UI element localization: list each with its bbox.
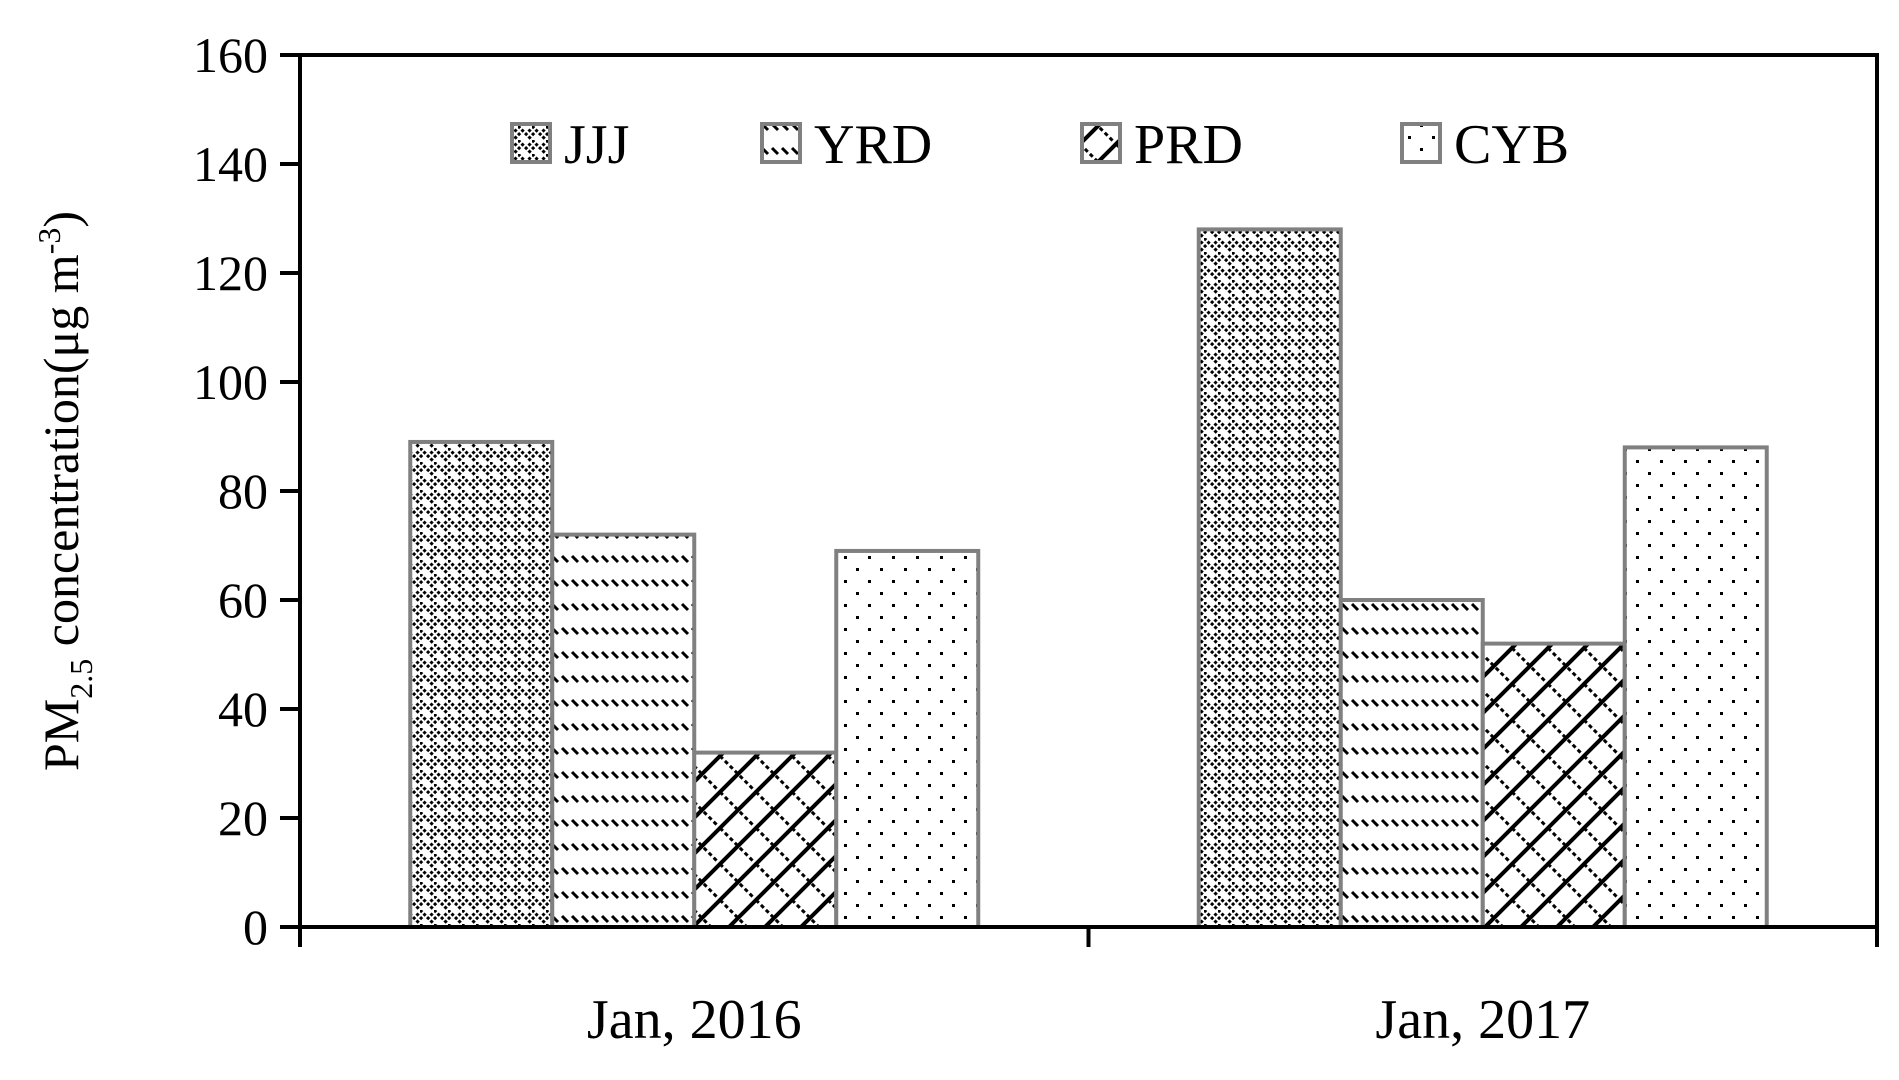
y-tick-labels: 0 20 40 60 80 100 120 140 160 xyxy=(193,27,268,955)
y-tick-label: 160 xyxy=(193,27,268,83)
legend-label-jjj: JJJ xyxy=(564,114,629,176)
legend-swatch-jjj xyxy=(510,122,552,164)
bar-yrd-1 xyxy=(550,532,697,929)
bar-prd-2 xyxy=(1480,641,1627,929)
legend-swatch-cyb xyxy=(1400,122,1442,164)
bar-yrd-2 xyxy=(1338,598,1485,929)
bar-prd-1 xyxy=(692,750,839,929)
y-axis-label: PM2.5 concentration(μg m-3) xyxy=(31,211,99,771)
axes-group xyxy=(280,53,1879,947)
bar-cyb-2 xyxy=(1622,445,1769,929)
bar-jjj-2 xyxy=(1196,227,1343,929)
y-tick-label: 40 xyxy=(218,681,268,737)
legend-swatch-prd xyxy=(1080,122,1122,164)
y-tick-label: 20 xyxy=(218,790,268,846)
x-category-label: Jan, 2016 xyxy=(587,989,802,1051)
legend: JJJ YRD PRD CYB xyxy=(510,114,1569,176)
y-tick-label: 60 xyxy=(218,572,268,628)
bars-group xyxy=(408,227,1769,929)
y-tick-label: 140 xyxy=(193,136,268,192)
y-tick-label: 120 xyxy=(193,245,268,301)
y-tick-label: 100 xyxy=(193,354,268,410)
legend-label-prd: PRD xyxy=(1134,114,1243,176)
y-tick-label: 80 xyxy=(218,463,268,519)
bar-jjj-1 xyxy=(408,439,555,929)
bar-cyb-1 xyxy=(834,548,981,929)
legend-swatch-yrd xyxy=(760,122,802,164)
y-tick-label: 0 xyxy=(243,899,268,955)
x-category-label: Jan, 2017 xyxy=(1375,989,1590,1051)
legend-label-yrd: YRD xyxy=(814,114,932,176)
x-category-labels: Jan, 2016 Jan, 2017 xyxy=(587,989,1590,1051)
legend-label-cyb: CYB xyxy=(1454,114,1569,176)
